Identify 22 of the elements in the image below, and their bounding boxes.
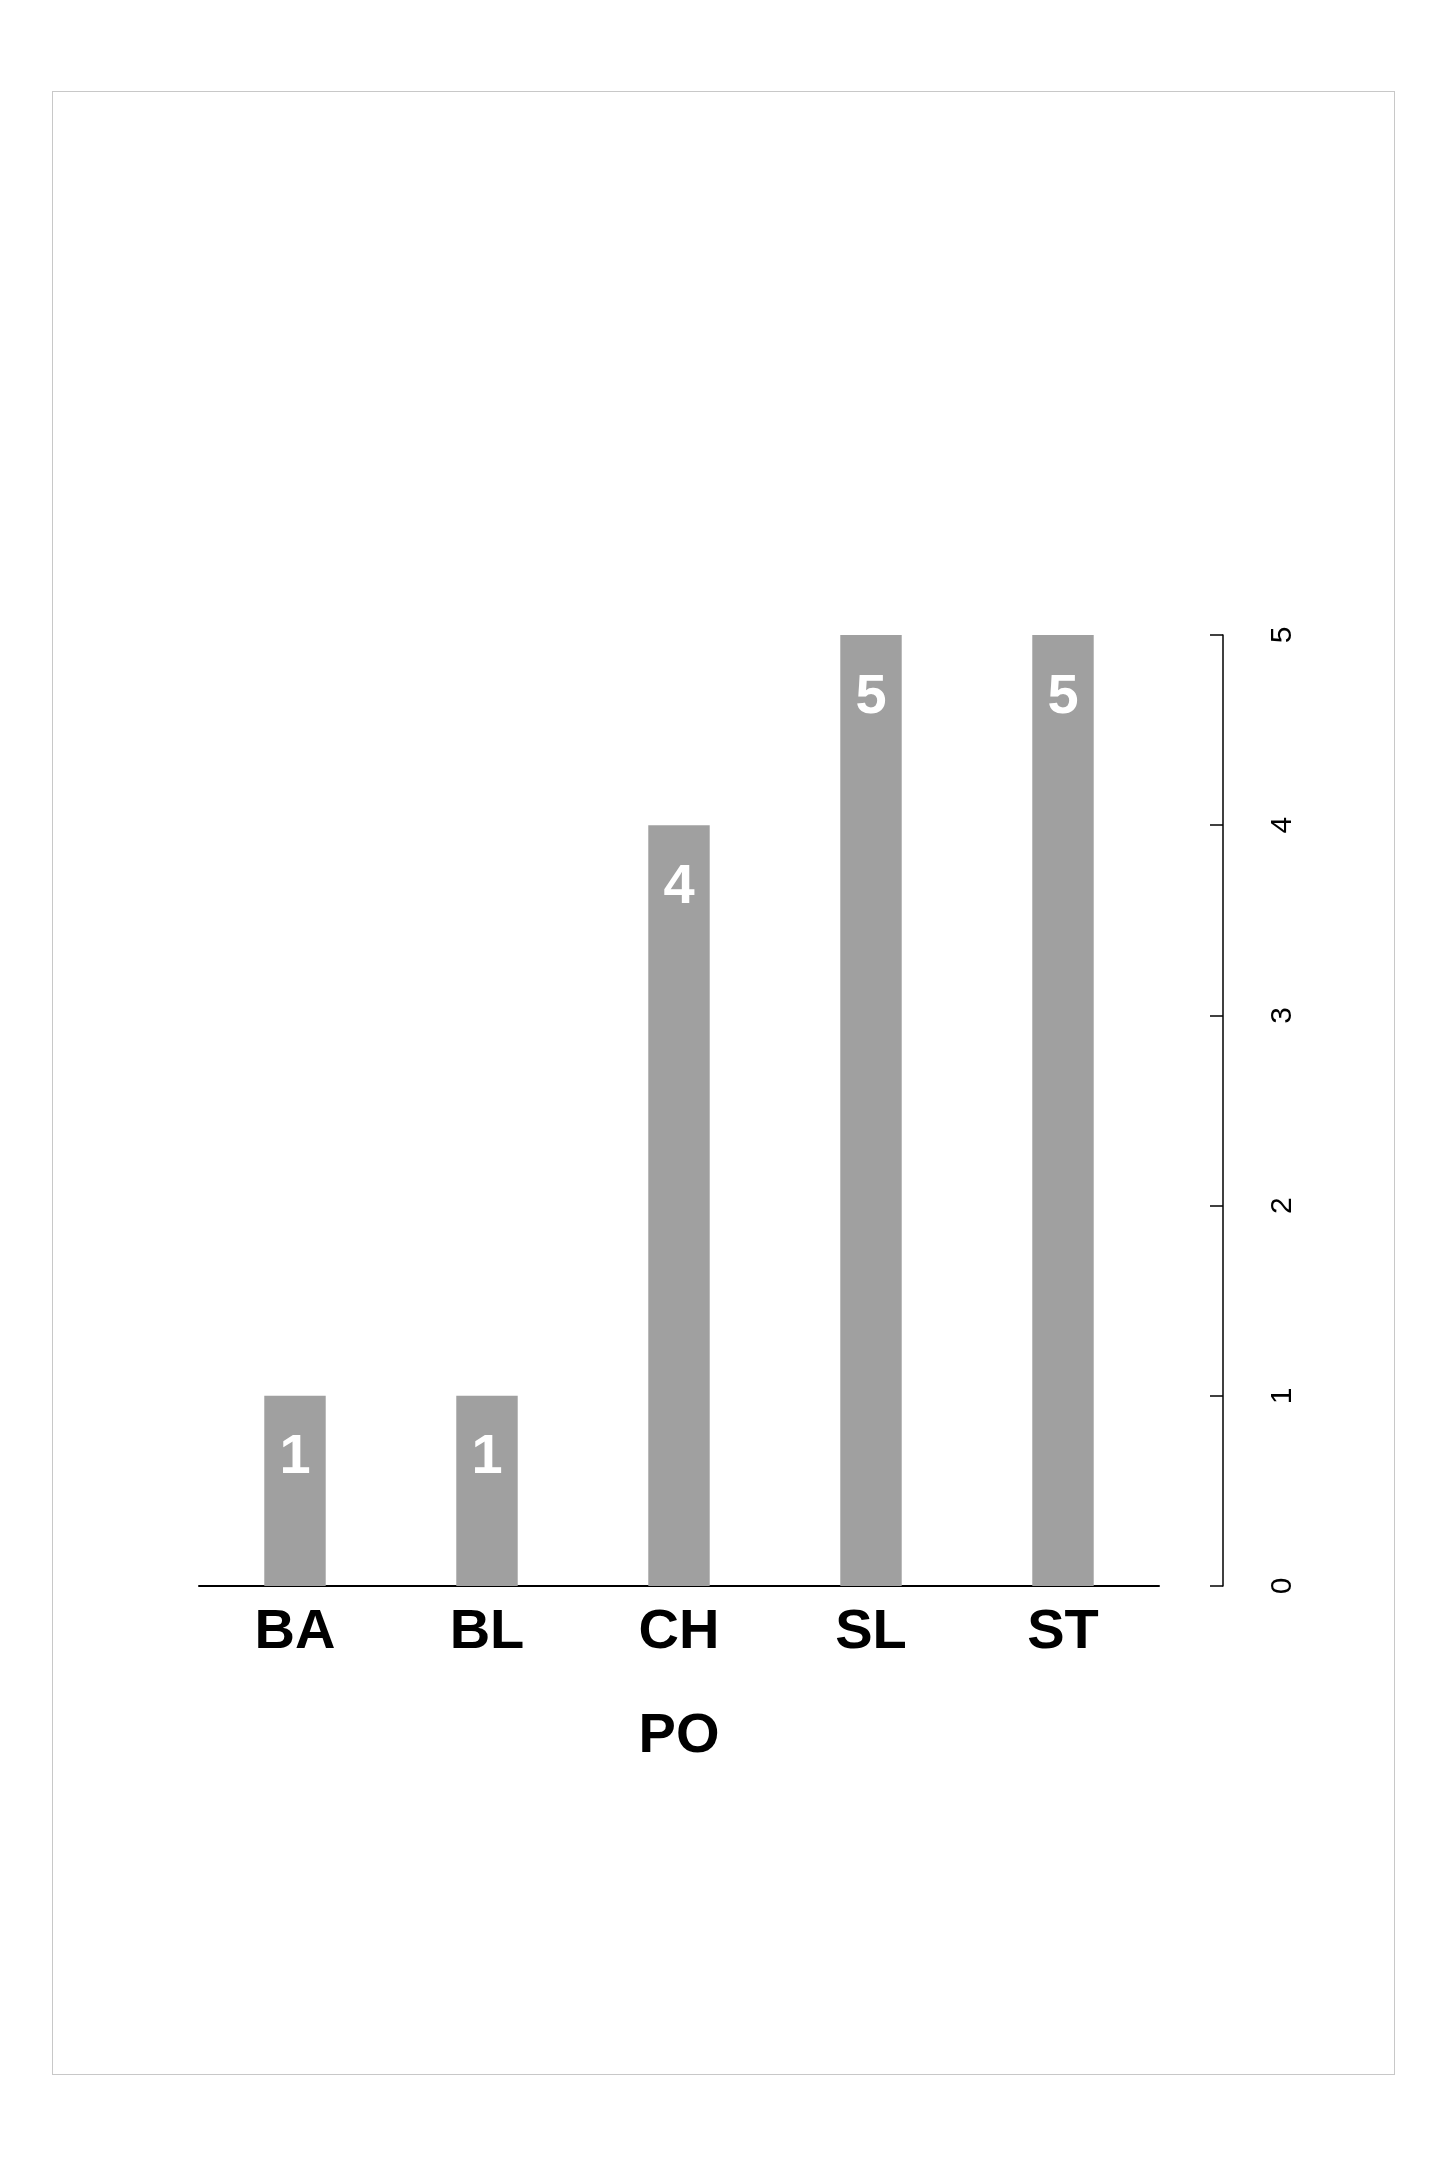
bar bbox=[648, 825, 710, 1586]
x-tick-label: CH bbox=[638, 1596, 720, 1660]
y-tick-label: 2 bbox=[1263, 1197, 1297, 1214]
x-tick-label: BL bbox=[449, 1596, 525, 1660]
data-label: 5 bbox=[1047, 661, 1079, 725]
y-tick-label: 0 bbox=[1263, 1577, 1297, 1595]
bar bbox=[264, 1395, 326, 1586]
data-label: 1 bbox=[279, 1422, 311, 1486]
y-tick-label: 1 bbox=[1263, 1387, 1297, 1405]
y-tick-label: 5 bbox=[1263, 626, 1297, 644]
x-axis-title: PO bbox=[638, 1700, 720, 1764]
data-label: 1 bbox=[471, 1422, 503, 1486]
y-tick-label: 3 bbox=[1263, 1007, 1297, 1024]
x-tick-label: ST bbox=[1027, 1596, 1099, 1660]
data-label: 4 bbox=[663, 851, 695, 915]
data-label: 5 bbox=[855, 661, 887, 725]
bar bbox=[456, 1395, 518, 1586]
bar bbox=[1032, 635, 1094, 1586]
x-tick-label: SL bbox=[835, 1596, 907, 1660]
bar bbox=[840, 635, 902, 1586]
y-tick-label: 4 bbox=[1263, 816, 1297, 834]
x-tick-label: BA bbox=[254, 1596, 336, 1660]
